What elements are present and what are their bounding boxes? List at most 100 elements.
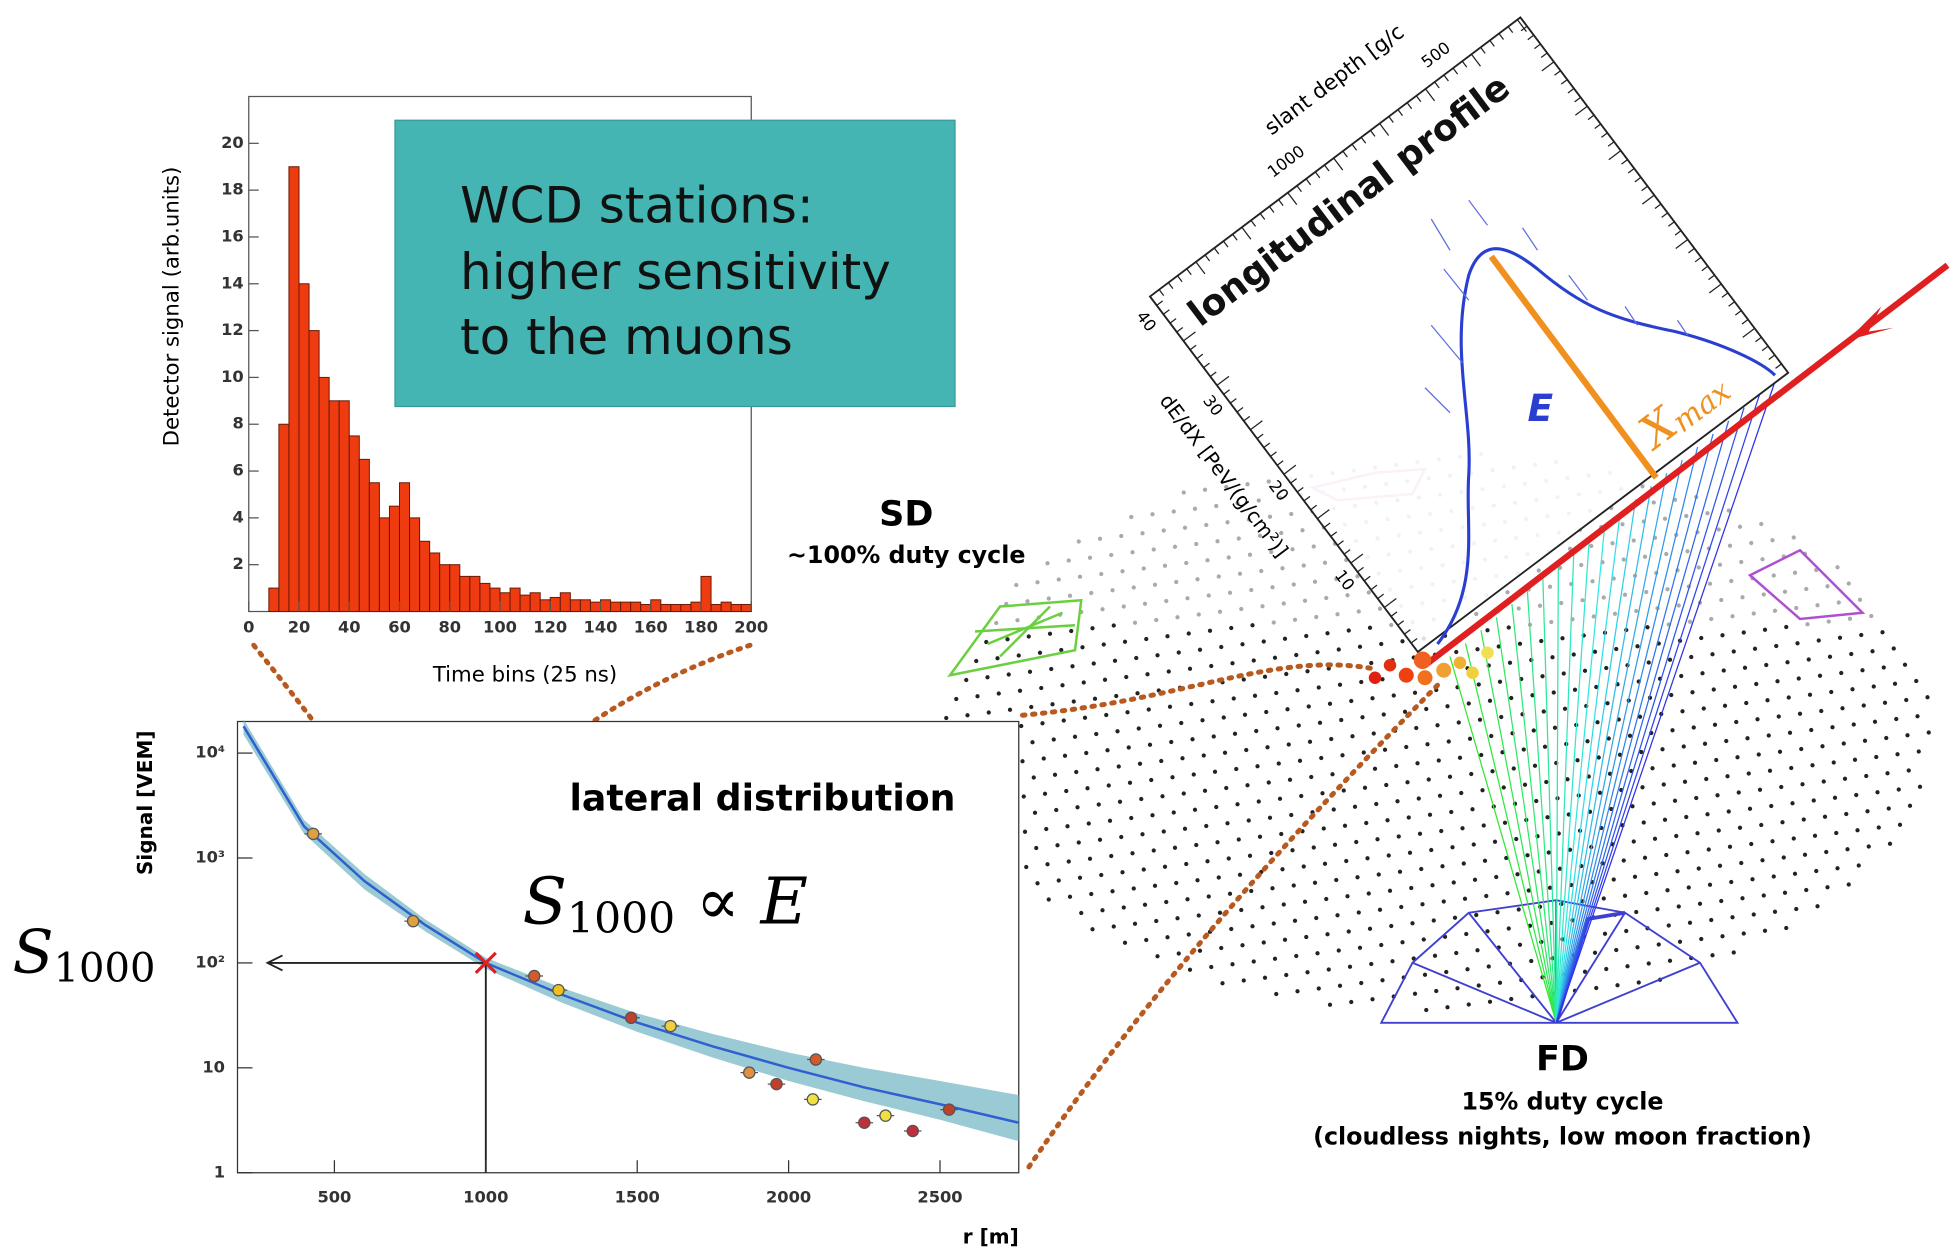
station-dot xyxy=(1283,637,1287,641)
station-dot xyxy=(1817,638,1821,642)
station-dot xyxy=(1717,828,1721,832)
station-dot xyxy=(1625,964,1629,968)
station-dot xyxy=(1207,894,1211,898)
station-dot xyxy=(1229,927,1233,931)
view-ray xyxy=(1481,630,1556,1022)
station-dot xyxy=(1224,786,1228,790)
station-dot xyxy=(1155,653,1159,657)
station-dot xyxy=(1345,593,1349,597)
y-tick-label: 4 xyxy=(232,507,243,526)
station-dot xyxy=(1825,584,1829,588)
x-tick-label: 100 xyxy=(483,617,517,636)
station-dot xyxy=(1124,675,1128,679)
station-dot xyxy=(1335,612,1339,616)
station-dot xyxy=(1088,857,1092,861)
station-dot xyxy=(1834,831,1838,835)
station-dot xyxy=(1845,847,1849,851)
station-dot xyxy=(1512,766,1516,770)
station-dot xyxy=(1794,606,1798,610)
y-tick-label: 10 xyxy=(202,1057,225,1076)
histogram-bar xyxy=(560,593,570,612)
station-dot xyxy=(1468,737,1472,741)
station-dot xyxy=(1122,604,1126,608)
station-dot xyxy=(1078,876,1082,880)
station-dot xyxy=(1254,729,1258,733)
station-dot xyxy=(1517,907,1521,911)
station-dot xyxy=(1348,965,1352,969)
station-dot xyxy=(1833,796,1837,800)
station-dot xyxy=(1623,894,1627,898)
station-dot xyxy=(1294,954,1298,958)
station-dot xyxy=(1610,541,1614,545)
histogram-bar xyxy=(621,602,631,611)
station-dot xyxy=(1252,959,1256,963)
station-dot xyxy=(1288,778,1292,782)
station-dot xyxy=(1072,699,1076,703)
station-dot xyxy=(1154,919,1158,923)
station-dot xyxy=(1888,842,1892,846)
x-tick-label: 120 xyxy=(533,617,567,636)
station-dot xyxy=(1665,888,1669,892)
station-dot xyxy=(1380,978,1384,982)
station-dot xyxy=(1188,667,1192,671)
station-dot xyxy=(1595,720,1599,724)
station-dot xyxy=(1247,818,1251,822)
station-dot xyxy=(1455,986,1459,990)
x-tick-label: 60 xyxy=(388,617,411,636)
station-dot xyxy=(1867,844,1871,848)
station-dot xyxy=(1482,823,1486,827)
station-dot xyxy=(1029,705,1033,709)
histogram-bar xyxy=(289,167,299,612)
station-dot xyxy=(1162,528,1166,532)
station-dot xyxy=(1064,789,1068,793)
station-dot xyxy=(1274,992,1278,996)
station-dot xyxy=(1413,992,1417,996)
station-dot xyxy=(1320,791,1324,795)
station-dot xyxy=(1238,873,1242,877)
station-dot xyxy=(1260,604,1264,608)
station-dot xyxy=(1842,741,1846,745)
station-dot xyxy=(1818,674,1822,678)
station-dot xyxy=(1705,812,1709,816)
station-dot xyxy=(1067,859,1071,863)
histogram-bar xyxy=(420,541,430,611)
station-dot xyxy=(1424,1008,1428,1012)
station-dot xyxy=(1720,934,1724,938)
station-dot xyxy=(1507,926,1511,930)
station-dot xyxy=(1407,815,1411,819)
station-dot xyxy=(1317,986,1321,990)
station-dot xyxy=(1252,658,1256,662)
figure: longitudinal profile 1000 500 slant dept… xyxy=(0,0,1960,1253)
station-dot xyxy=(1123,941,1127,945)
page: longitudinal profile 1000 500 slant dept… xyxy=(0,0,1960,1253)
station-dot xyxy=(1133,922,1137,926)
station-dot xyxy=(1214,805,1218,809)
station-dot xyxy=(1404,745,1408,749)
station-dot xyxy=(1408,851,1412,855)
station-dot xyxy=(1228,892,1232,896)
station-dot xyxy=(1632,538,1636,542)
station-dot xyxy=(1667,923,1671,927)
station-dot xyxy=(1718,563,1722,567)
station-dot xyxy=(1054,808,1058,812)
station-dot xyxy=(1678,940,1682,944)
station-dot xyxy=(1792,535,1796,539)
station-dot xyxy=(1593,650,1597,654)
station-dot xyxy=(1304,935,1308,939)
station-dot xyxy=(1284,973,1288,977)
histogram-bar xyxy=(590,602,600,611)
station-dot xyxy=(1349,699,1353,703)
station-dot xyxy=(1713,723,1717,727)
station-dot xyxy=(1370,997,1374,1001)
station-dot xyxy=(1120,569,1124,573)
station-dot xyxy=(1832,760,1836,764)
station-dot xyxy=(1027,634,1031,638)
data-point xyxy=(744,1067,755,1078)
station-dot xyxy=(1373,767,1377,771)
station-dot xyxy=(1780,820,1784,824)
histogram-bar xyxy=(661,604,671,611)
station-dot xyxy=(1289,512,1293,516)
station-dot xyxy=(1237,837,1241,841)
station-dot xyxy=(1472,842,1476,846)
x-tick-label: 1000 xyxy=(463,1187,508,1206)
